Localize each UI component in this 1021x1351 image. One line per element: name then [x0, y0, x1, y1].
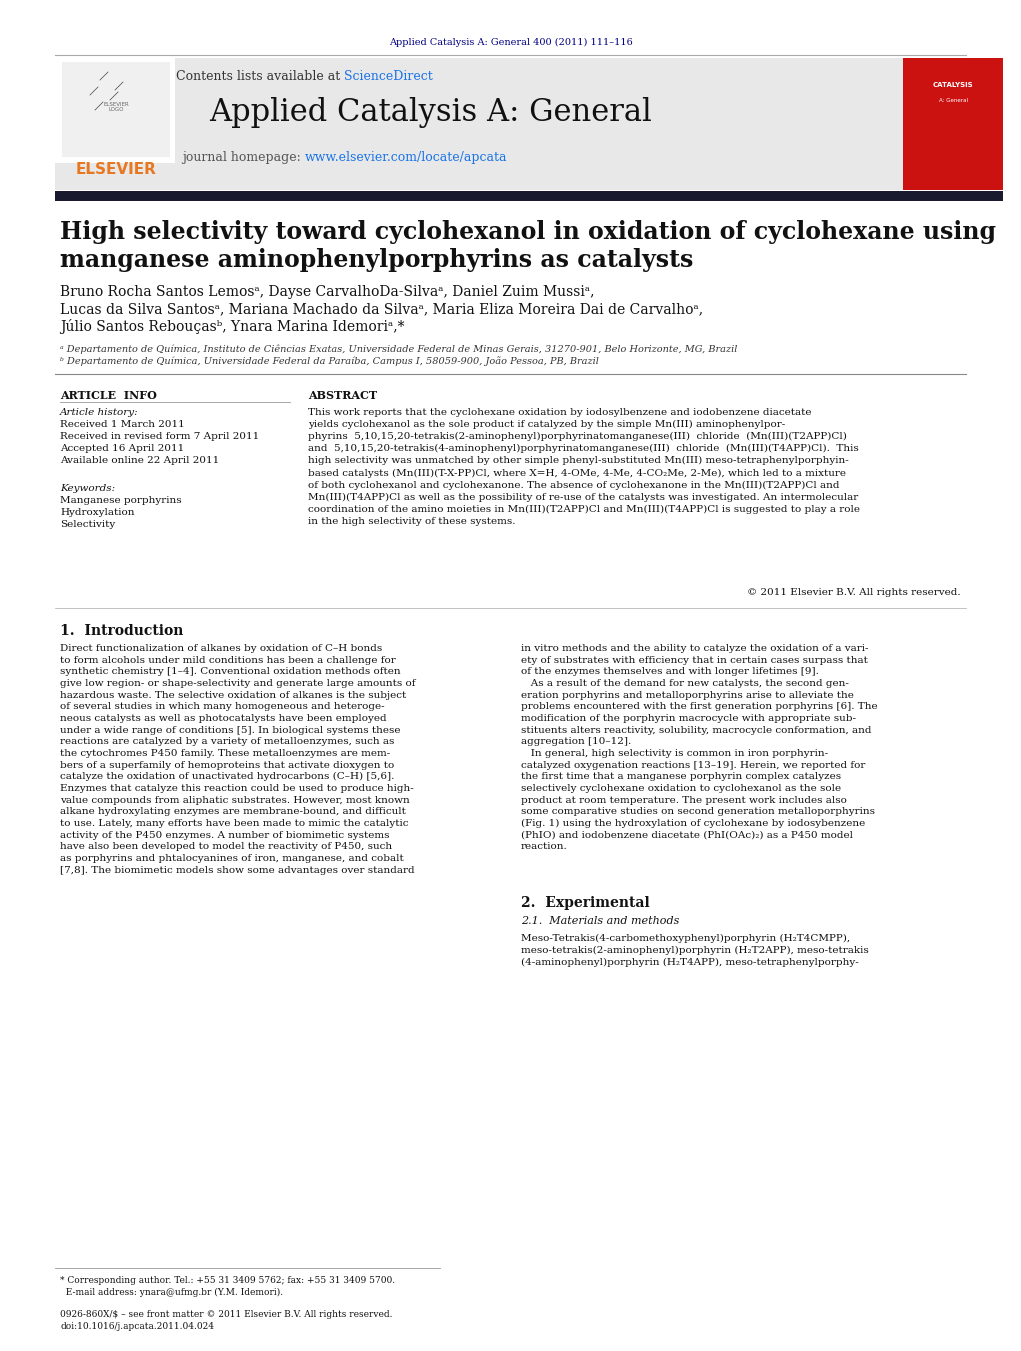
Bar [903, 58, 1003, 190]
Text: Applied Catalysis A: General: Applied Catalysis A: General [208, 96, 651, 127]
Text: ELSEVIER: ELSEVIER [76, 162, 156, 177]
Text: Meso-Tetrakis(4-carbomethoxyphenyl)porphyrin (H₂T4CMPP),
meso-tetrakis(2-aminoph: Meso-Tetrakis(4-carbomethoxyphenyl)porph… [521, 934, 869, 967]
Text: * Corresponding author. Tel.: +55 31 3409 5762; fax: +55 31 3409 5700.
  E-mail : * Corresponding author. Tel.: +55 31 340… [60, 1275, 395, 1297]
Text: A: General: A: General [938, 97, 968, 103]
Text: Manganese porphyrins: Manganese porphyrins [60, 496, 182, 505]
Text: www.elsevier.com/locate/apcata: www.elsevier.com/locate/apcata [305, 151, 507, 165]
Bar [55, 58, 903, 190]
Text: ScienceDirect: ScienceDirect [344, 69, 433, 82]
Text: This work reports that the cyclohexane oxidation by iodosylbenzene and iodobenze: This work reports that the cyclohexane o… [308, 408, 860, 526]
Text: 2.  Experimental: 2. Experimental [521, 896, 649, 911]
Text: © 2011 Elsevier B.V. All rights reserved.: © 2011 Elsevier B.V. All rights reserved… [747, 588, 961, 597]
Text: Article history:: Article history: [60, 408, 139, 417]
Text: 2.1.  Materials and methods: 2.1. Materials and methods [521, 916, 679, 925]
Text: Direct functionalization of alkanes by oxidation of C–H bonds
to form alcohols u: Direct functionalization of alkanes by o… [60, 644, 416, 874]
Bar [55, 58, 175, 163]
Text: ᵇ Departamento de Química, Universidade Federal da Paraíba, Campus I, 58059-900,: ᵇ Departamento de Química, Universidade … [60, 357, 599, 366]
Text: manganese aminophenylporphyrins as catalysts: manganese aminophenylporphyrins as catal… [60, 249, 693, 272]
Text: Júlio Santos Rebouçasᵇ, Ynara Marina Idemoriᵃ,*: Júlio Santos Rebouçasᵇ, Ynara Marina Ide… [60, 319, 404, 334]
Text: journal homepage:: journal homepage: [183, 151, 305, 165]
Text: ELSEVIER
LOGO: ELSEVIER LOGO [103, 101, 129, 112]
Text: Accepted 16 April 2011: Accepted 16 April 2011 [60, 444, 184, 453]
Text: Received 1 March 2011: Received 1 March 2011 [60, 420, 185, 430]
Text: Keywords:: Keywords: [60, 484, 115, 493]
Text: Applied Catalysis A: General 400 (2011) 111–116: Applied Catalysis A: General 400 (2011) … [389, 38, 633, 46]
Text: ABSTRACT: ABSTRACT [308, 390, 377, 401]
Text: 0926-860X/$ – see front matter © 2011 Elsevier B.V. All rights reserved.
doi:10.: 0926-860X/$ – see front matter © 2011 El… [60, 1310, 392, 1331]
Text: Contents lists available at: Contents lists available at [176, 69, 344, 82]
Text: CATALYSIS: CATALYSIS [933, 82, 973, 88]
Text: Available online 22 April 2011: Available online 22 April 2011 [60, 457, 220, 465]
Text: 1.  Introduction: 1. Introduction [60, 624, 184, 638]
Text: in vitro methods and the ability to catalyze the oxidation of a vari-
ety of sub: in vitro methods and the ability to cata… [521, 644, 878, 851]
Text: ᵃ Departamento de Química, Instituto de Ciências Exatas, Universidade Federal de: ᵃ Departamento de Química, Instituto de … [60, 345, 737, 354]
Text: High selectivity toward cyclohexanol in oxidation of cyclohexane using: High selectivity toward cyclohexanol in … [60, 220, 996, 245]
Bar [55, 190, 1003, 201]
Text: Lucas da Silva Santosᵃ, Mariana Machado da Silvaᵃ, Maria Eliza Moreira Dai de Ca: Lucas da Silva Santosᵃ, Mariana Machado … [60, 303, 703, 316]
Text: Received in revised form 7 April 2011: Received in revised form 7 April 2011 [60, 432, 259, 440]
Text: Selectivity: Selectivity [60, 520, 115, 530]
Text: ARTICLE  INFO: ARTICLE INFO [60, 390, 157, 401]
Bar [62, 62, 171, 157]
Text: Bruno Rocha Santos Lemosᵃ, Dayse CarvalhoDa-Silvaᵃ, Daniel Zuim Mussiᵃ,: Bruno Rocha Santos Lemosᵃ, Dayse Carvalh… [60, 285, 594, 299]
Text: Hydroxylation: Hydroxylation [60, 508, 135, 517]
